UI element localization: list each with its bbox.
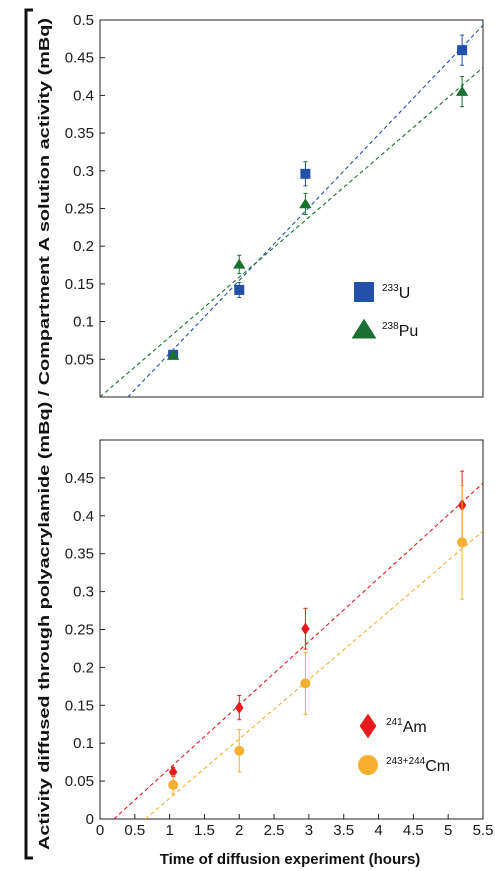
legend-layer: 233U 238Pu 241Am 243+244Cm	[351, 282, 450, 775]
legend-label-pu: 238Pu	[382, 321, 418, 340]
legend-marker-am	[359, 713, 377, 739]
panel-bottom-y-tick-label: 0.25	[65, 622, 94, 639]
panel-bottom-y-tick-label: 0.3	[73, 584, 94, 601]
legend-sup-pu: 238	[382, 321, 399, 332]
panel-bottom-x-tick-label: 3	[305, 822, 313, 839]
legend-sup-cm: 243+244	[386, 756, 426, 767]
panel-top-y-tick-label: 0.35	[65, 125, 94, 142]
fit-line-cm	[144, 530, 483, 819]
panel-bottom-y-tick-label: 0.1	[73, 735, 94, 752]
legend-name-am: Am	[403, 719, 427, 736]
panel-bottom-x-tick-label: 4.5	[403, 822, 424, 839]
data-point-cm	[300, 678, 311, 689]
panel-bottom-x-tick-label: 2	[235, 822, 243, 839]
panel-top-y-tick-label: 0.25	[65, 201, 94, 218]
axes-layer: 0.050.10.150.20.250.30.350.40.450.500.05…	[65, 12, 494, 839]
data-point-cm	[168, 779, 179, 790]
legend-label-cm: 243+244Cm	[386, 756, 450, 775]
legend-name-cm: Cm	[425, 758, 450, 775]
legend-sup-am: 241	[386, 717, 403, 728]
legend-label-am: 241Am	[386, 717, 427, 736]
panel-bottom-x-tick-label: 5	[444, 822, 452, 839]
panel-bottom-x-tick-label: 3.5	[333, 822, 354, 839]
panel-top-y-tick-label: 0.05	[65, 351, 94, 368]
fit-line-u	[127, 24, 483, 397]
data-points-layer	[166, 34, 469, 795]
panel-bottom-y-tick-label: 0.45	[65, 470, 94, 487]
legend-sup-u: 233	[382, 283, 399, 294]
data-point-u	[457, 45, 468, 56]
fit-lines-layer	[100, 24, 483, 819]
data-point-pu	[455, 85, 469, 96]
y-axis-bracket	[24, 8, 33, 860]
data-point-u	[300, 168, 311, 179]
panel-top-y-tick-label: 0.1	[73, 314, 94, 331]
data-point-pu	[299, 198, 312, 209]
x-axis-title: Time of diffusion experiment (hours)	[160, 851, 421, 868]
data-point-cm	[234, 745, 245, 756]
y-axis-title: Activity diffused through polyacrylamide…	[36, 18, 53, 850]
panel-top-y-tick-label: 0.2	[73, 238, 94, 255]
data-point-cm	[457, 537, 468, 548]
panel-top-y-tick-label: 0.15	[65, 276, 94, 293]
legend-marker-pu	[351, 318, 377, 339]
data-point-u	[234, 284, 245, 295]
panel-bottom-x-tick-label: 1.5	[194, 822, 215, 839]
panel-top-y-tick-label: 0.5	[73, 12, 94, 29]
panel-bottom-x-tick-label: 5.5	[473, 822, 494, 839]
panel-bottom-x-tick-label: 1	[165, 822, 173, 839]
panel-top-y-tick-label: 0.45	[65, 50, 94, 67]
panel-bottom-x-tick-label: 4	[374, 822, 382, 839]
panel-top-frame	[99, 19, 484, 398]
panel-bottom-y-tick-label: 0	[86, 811, 94, 828]
data-point-pu	[233, 258, 246, 269]
data-point-am	[168, 765, 178, 779]
panel-bottom-x-tick-label: 2.5	[264, 822, 285, 839]
data-point-am	[235, 701, 244, 714]
y-axis-title-group: Activity diffused through polyacrylamide…	[24, 8, 53, 860]
panel-bottom-y-tick-label: 0.15	[65, 697, 94, 714]
fit-line-pu	[100, 67, 483, 397]
panel-bottom-y-tick-label: 0.2	[73, 659, 94, 676]
panel-bottom-x-tick-label: 0.5	[124, 822, 145, 839]
legend-name-pu: Pu	[399, 323, 419, 340]
data-point-am	[301, 622, 310, 635]
panel-bottom-y-tick-label: 0.05	[65, 773, 94, 790]
legend-marker-cm	[358, 755, 378, 775]
legend-marker-u	[354, 282, 374, 302]
legend-name-u: U	[399, 285, 411, 302]
panel-top-y-tick-label: 0.4	[73, 87, 94, 104]
legend-label-u: 233U	[382, 283, 410, 302]
fit-line-am	[113, 482, 483, 819]
panel-top-y-tick-label: 0.3	[73, 163, 94, 180]
panel-bottom-y-tick-label: 0.4	[73, 508, 94, 525]
data-point-pu	[166, 349, 180, 360]
panel-bottom-x-tick-label: 0	[96, 822, 104, 839]
panel-bottom-y-tick-label: 0.35	[65, 546, 94, 563]
